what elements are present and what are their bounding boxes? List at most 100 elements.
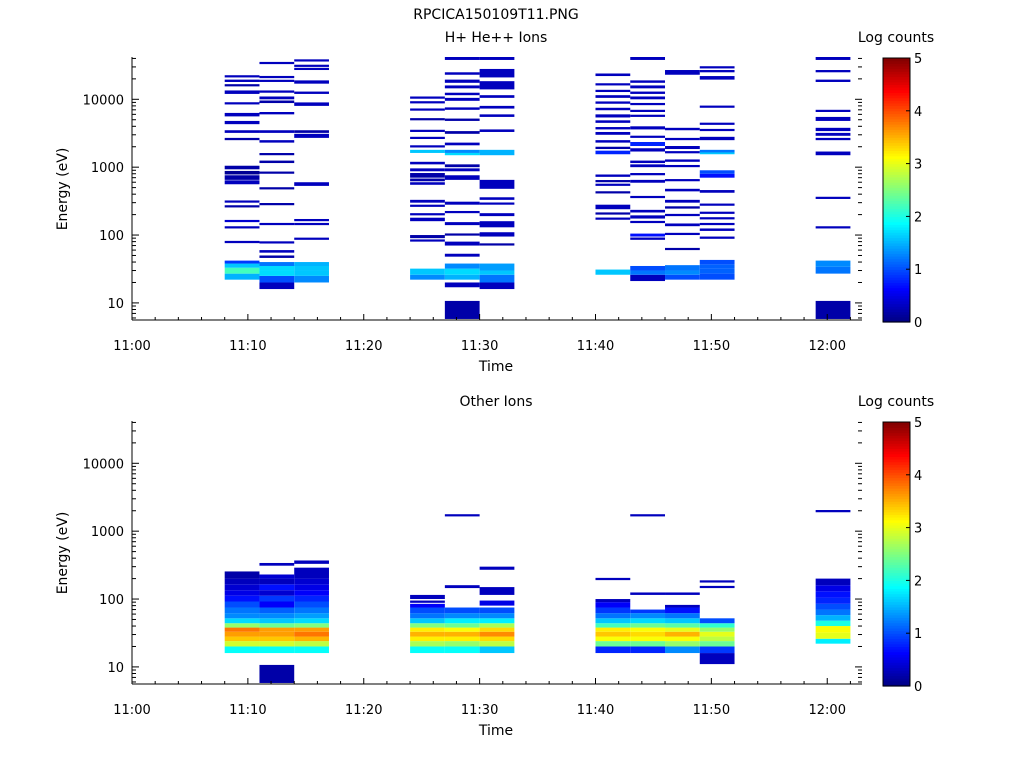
data-cell [699,641,735,647]
data-cell [479,623,515,628]
data-cell [815,79,851,82]
colorbar-segment [883,282,910,286]
data-cell [224,584,260,591]
data-cell [815,151,851,156]
colorbar-segment [883,205,910,210]
data-cell [479,627,515,632]
data-cell [444,210,480,214]
data-cell [444,607,480,614]
data-cell [259,112,295,115]
data-cell [630,636,666,642]
colorbar-segment [883,670,910,674]
data-cell [294,590,329,596]
data-cell [444,118,480,121]
colorbar-segment [883,620,910,624]
data-cell [479,274,515,283]
data-cell [595,180,631,183]
colorbar-segment [883,598,910,603]
colorbar-segment [883,84,910,88]
data-cell [815,109,851,112]
colorbar-segment [883,651,910,655]
data-cell [294,222,329,226]
x-tick-label: 12:00 [809,339,846,354]
data-cell [224,646,260,654]
data-cell [259,265,295,271]
data-cell [259,607,295,614]
data-cell [259,641,295,647]
colorbar-segment [883,448,910,452]
data-cell [595,269,631,275]
data-cell [410,636,445,642]
data-cell [259,203,295,206]
colorbar-segment [883,229,910,233]
colorbar-segment [883,614,910,618]
colorbar-segment [883,226,910,231]
data-cell [224,240,260,244]
data-cell [479,607,515,614]
data-cell [630,215,666,219]
data-cell [294,265,329,271]
colorbar-segment [883,445,910,449]
data-cell [259,255,295,258]
data-cell [815,132,851,136]
colorbar-segment [883,456,910,460]
colorbar-segment [883,493,910,497]
data-cell [444,282,480,288]
data-cell [444,623,480,628]
colorbar-segment [883,237,910,241]
colorbar-segment [883,79,910,83]
colorbar-segment [883,232,910,236]
data-cell [294,595,329,602]
colorbar-segment [883,678,910,682]
x-tick-label: 11:30 [461,339,498,354]
data-cell [224,90,260,94]
data-cell [595,577,631,581]
data-cell [699,627,735,632]
data-cell [595,83,631,86]
data-cell [410,118,445,121]
data-cell [595,191,631,194]
data-cell [815,603,851,610]
data-cell [665,164,700,168]
data-cell [595,641,631,647]
data-cell [410,239,445,242]
colorbar-segment [883,477,910,481]
colorbar-segment [883,612,910,616]
colorbar-segment [883,258,910,262]
data-cell [665,146,700,150]
data-cell [699,170,735,174]
data-cell [699,228,735,231]
data-cell [224,205,260,208]
data-cell [630,135,666,138]
data-cell [630,57,666,60]
colorbar-segment [883,89,910,93]
data-cell [224,590,260,596]
colorbar-segment [883,100,910,104]
colorbar-segment [883,87,910,91]
data-cell [410,217,445,222]
data-cell [595,618,631,624]
colorbar-segment [883,287,910,291]
data-cell [699,623,735,628]
colorbar-segment [883,627,910,632]
colorbar-segment [883,174,910,178]
colorbar-segment [883,469,910,473]
data-cell [479,641,515,647]
data-cell [224,631,260,637]
colorbar-segment [883,171,910,175]
y-axis-label: Energy (eV) [55,148,71,231]
data-cell [444,618,480,624]
data-cell [224,226,260,229]
data-cell [259,90,295,93]
x-axis-label: Time [478,723,513,739]
data-cell [224,578,260,585]
colorbar-segment [883,427,910,431]
colorbar-segment [883,480,910,484]
data-cell [444,222,480,226]
data-cell [630,237,666,240]
data-cell [224,636,260,642]
data-cell [630,274,666,282]
data-cell [630,114,666,117]
colorbar-segment [883,622,910,626]
colorbar-segment [883,675,910,679]
